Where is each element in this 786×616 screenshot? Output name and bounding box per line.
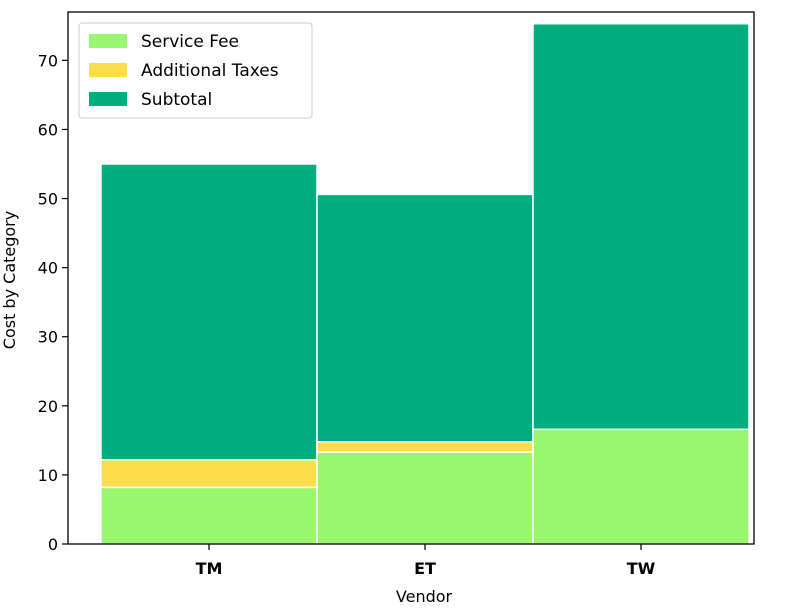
x-axis-title: Vendor [396, 587, 453, 606]
legend-swatch-subtotal [89, 92, 127, 106]
legend-box [78, 22, 313, 119]
y-tick-label: 40 [38, 259, 58, 278]
y-tick-label: 0 [48, 535, 58, 554]
x-axis: TM ET TW [196, 544, 656, 578]
legend-label: Additional Taxes [141, 61, 279, 81]
bar-tm-subtotal [100, 163, 318, 461]
bar-tm-service-fee [100, 486, 318, 545]
legend-swatch-additional-taxes [89, 63, 127, 77]
plot-frame [67, 11, 755, 545]
legend-label: Subtotal [141, 90, 212, 110]
bar-tm-additional-taxes [100, 458, 318, 489]
y-tick-label: 70 [38, 51, 58, 70]
y-axis: 0 10 20 30 40 50 60 70 [38, 51, 68, 554]
y-tick-label: 20 [38, 397, 58, 416]
y-axis-title: Cost by Category [0, 211, 19, 349]
y-tick-label: 60 [38, 120, 58, 139]
bar-et-subtotal [316, 193, 534, 443]
bar-tw-service-fee [532, 428, 750, 545]
bar-et-service-fee [316, 451, 534, 545]
x-tick-label-et: ET [414, 559, 436, 578]
legend: Service Fee Additional Taxes Subtotal [78, 22, 313, 119]
x-tick-label-tw: TW [627, 559, 656, 578]
y-tick-label: 50 [38, 190, 58, 209]
y-tick-label: 30 [38, 328, 58, 347]
bar-et-additional-taxes [316, 440, 534, 453]
legend-swatch-service-fee [89, 34, 127, 48]
legend-label: Service Fee [141, 32, 239, 52]
bars-layer [100, 22, 750, 545]
bar-tw-subtotal [532, 22, 750, 431]
x-tick-label-tm: TM [196, 559, 223, 578]
y-tick-label: 10 [38, 466, 58, 485]
